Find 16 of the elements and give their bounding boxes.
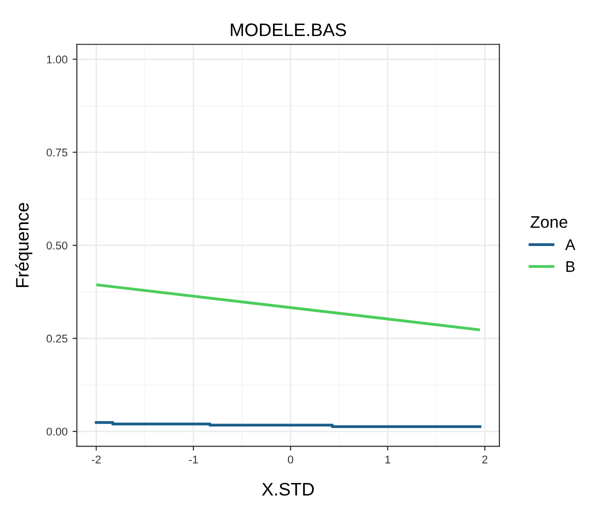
y-axis-title: Fréquence (15, 202, 32, 288)
y-tick-label: 0.00 (46, 428, 68, 436)
x-tick-label: 1 (385, 456, 390, 464)
x-tick-label: -2 (92, 456, 101, 464)
legend-title: Zone (530, 216, 568, 228)
x-tick-label: -1 (188, 456, 198, 464)
y-tick-label: 1.00 (47, 56, 68, 64)
x-tick-label: 0 (288, 456, 294, 464)
y-tick-label: 0.50 (46, 242, 68, 250)
y-tick-label: 0.25 (46, 334, 68, 343)
chart-title: MODELE.BAS (230, 23, 346, 36)
x-tick-label: 2 (482, 456, 488, 464)
y-tick-label: 0.75 (46, 148, 68, 156)
legend-label: B (566, 261, 575, 272)
legend-label: A (565, 239, 576, 250)
x-axis-title: X.STD (262, 482, 314, 496)
